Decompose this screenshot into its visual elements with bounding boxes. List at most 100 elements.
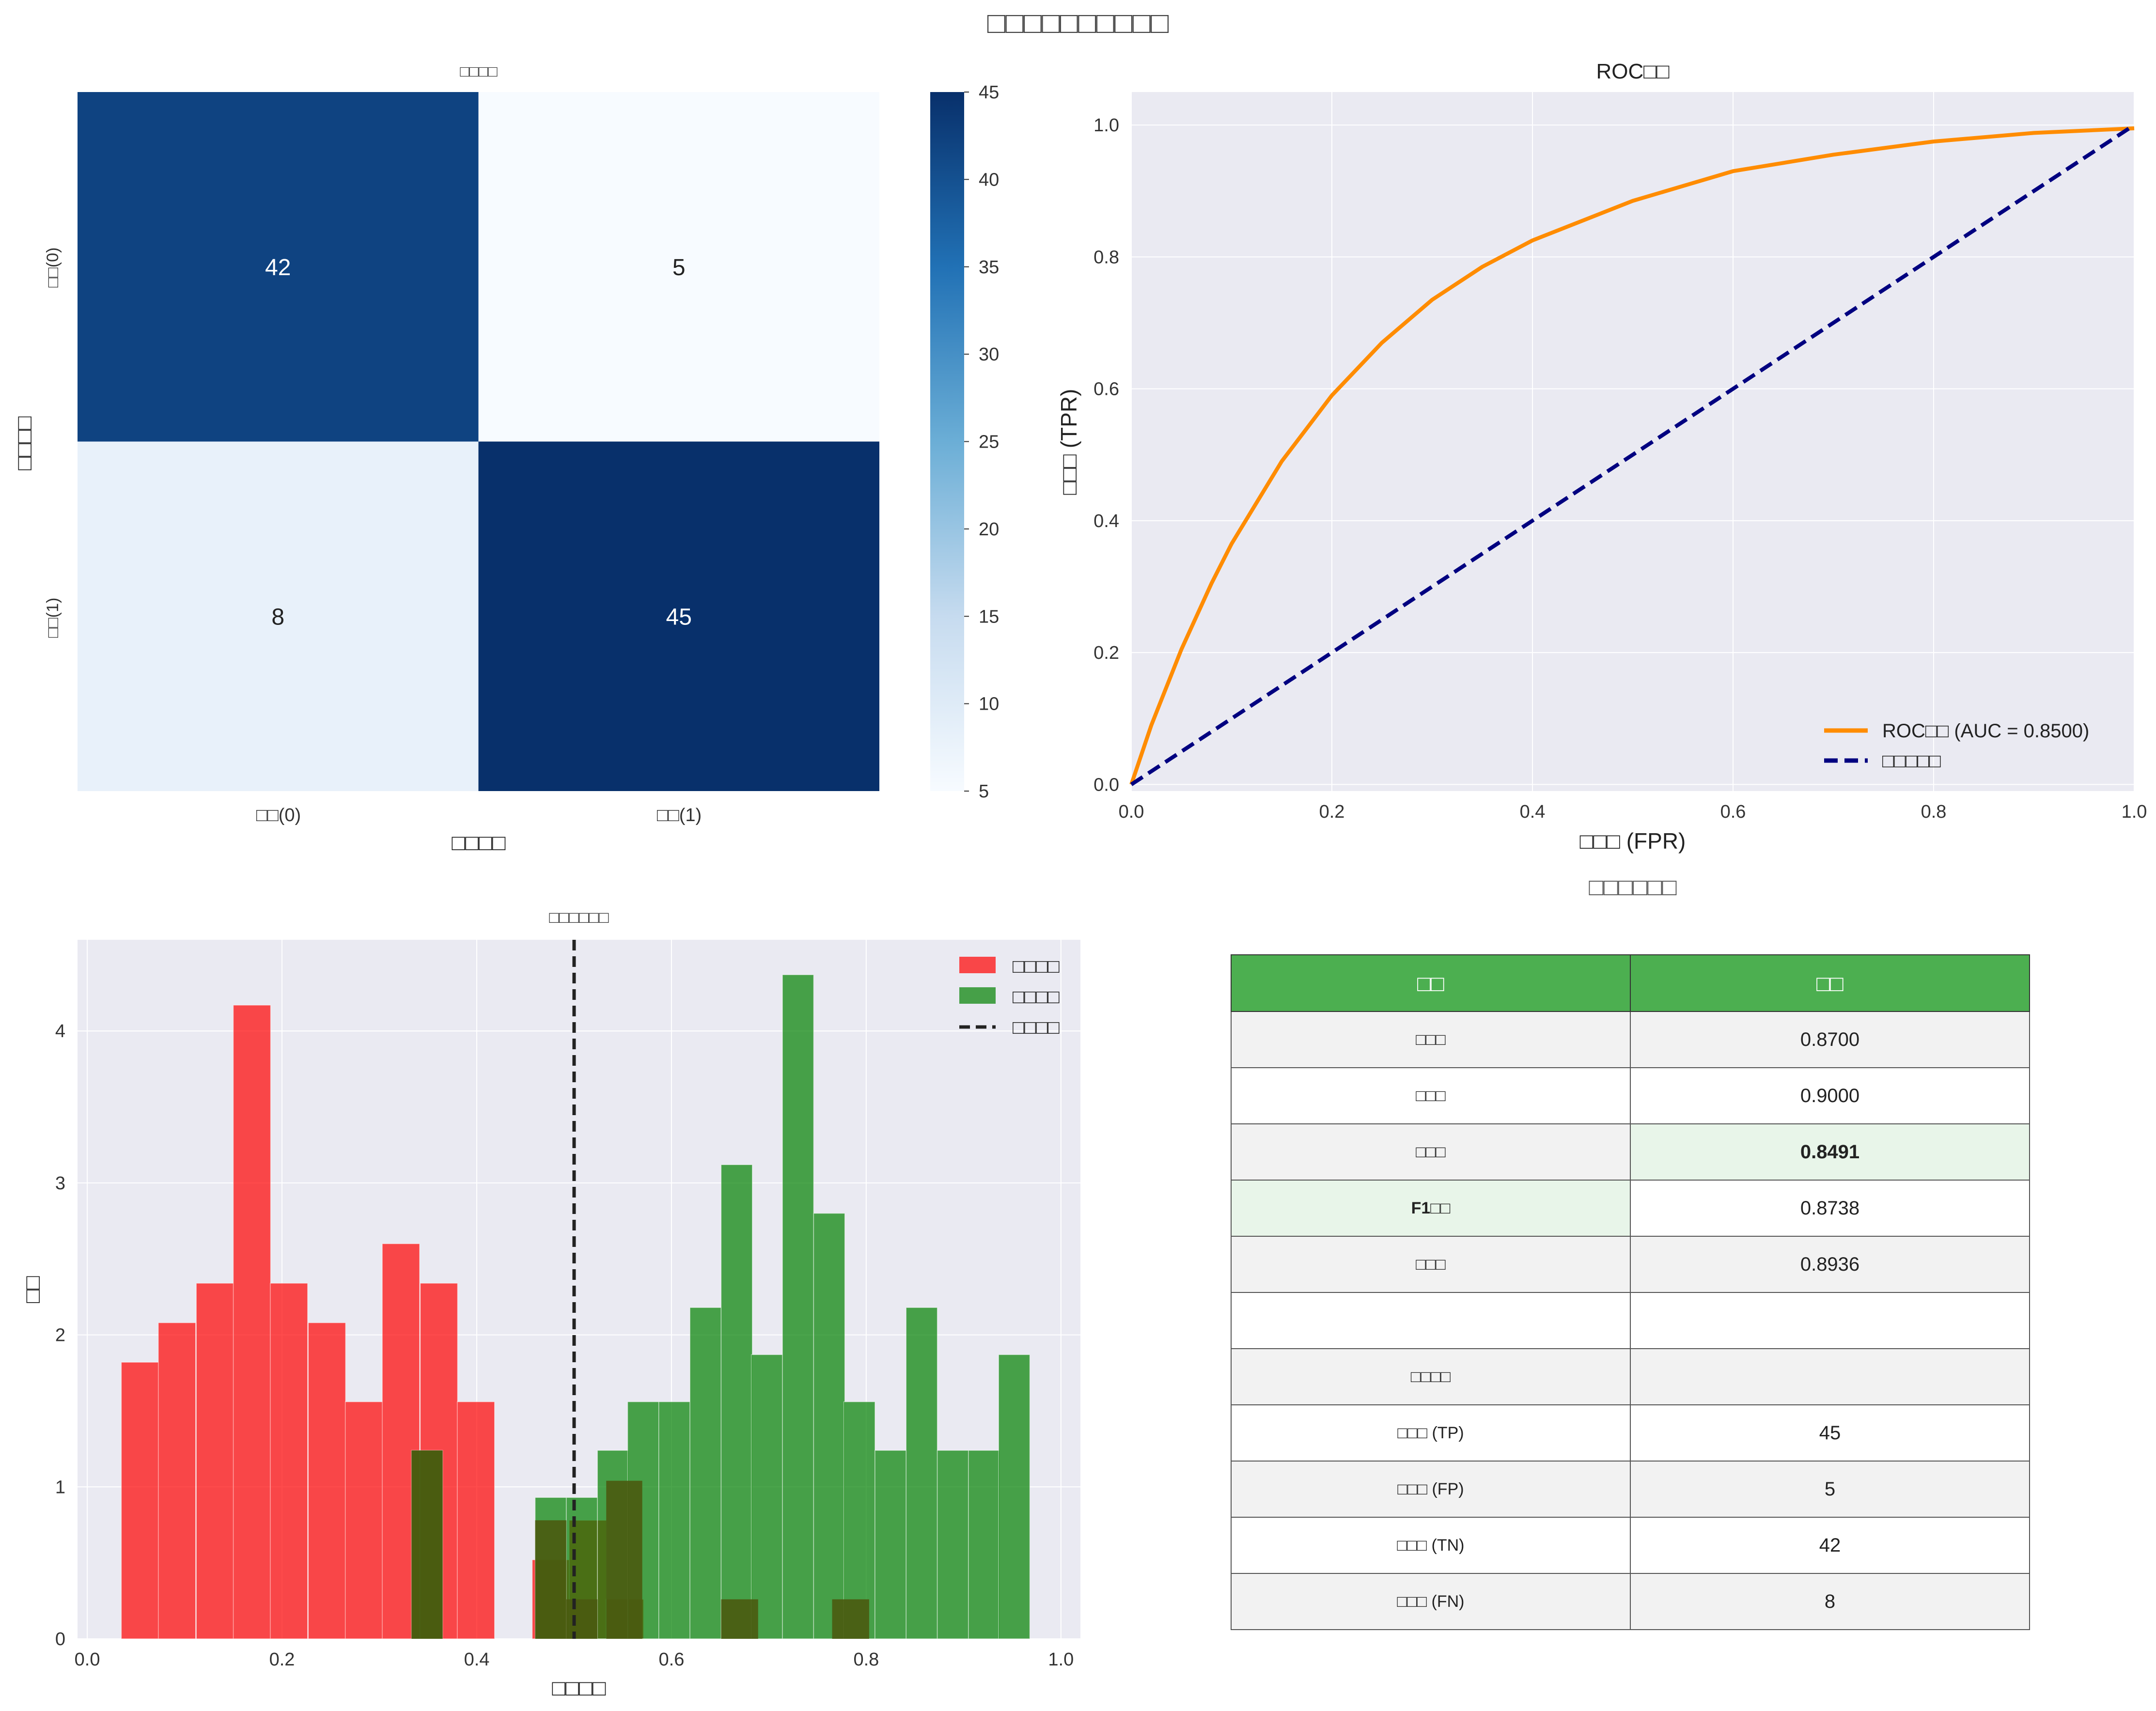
table-row: □□□ 0.8936 bbox=[1231, 1236, 2030, 1293]
cm-cell-value: 8 bbox=[271, 604, 284, 630]
negative-bar bbox=[308, 1322, 346, 1639]
roc-xtick-label: 0.0 bbox=[1119, 802, 1144, 822]
table-cell-metric: □□□□ bbox=[1231, 1348, 1631, 1405]
roc-title: ROC□□ bbox=[1596, 60, 1670, 83]
table-cell-metric: □□□ (FN) bbox=[1231, 1573, 1631, 1630]
hist-legend-label: □□□□ bbox=[1013, 1017, 1060, 1038]
hist-ylabel: □□ bbox=[19, 1276, 45, 1303]
table-row bbox=[1231, 1292, 2030, 1349]
cm-cell-value: 45 bbox=[666, 604, 692, 630]
table-cell-value: 8 bbox=[1630, 1573, 2030, 1630]
positive-bar bbox=[937, 1450, 969, 1639]
table-row: F1□□ 0.8738 bbox=[1231, 1180, 2030, 1237]
table-row: □□□ 0.8700 bbox=[1231, 1011, 2030, 1068]
cm-ytick-label: □□(0) bbox=[44, 248, 62, 288]
table-row: □□□□ bbox=[1231, 1348, 2030, 1405]
histogram-panel: 0.0 0.2 0.4 0.6 0.8 1.0 0 1 2 3 4 □□□□□□ □□□□ □□ □… bbox=[19, 908, 1080, 1700]
roc-ytick-label: 0.4 bbox=[1094, 511, 1119, 531]
table-cell-value: 0.8491 bbox=[1630, 1123, 2030, 1181]
table-row: □□□ (FN) 8 bbox=[1231, 1573, 2030, 1630]
hist-xtick-label: 0.4 bbox=[464, 1649, 490, 1670]
positive-bar bbox=[750, 1354, 783, 1639]
overlap-bar bbox=[721, 1599, 758, 1639]
table-row: □□□ 0.9000 bbox=[1231, 1067, 2030, 1124]
negative-bar bbox=[196, 1283, 234, 1639]
table-cell-metric: □□□ (TN) bbox=[1231, 1517, 1631, 1574]
table-cell-value: 0.8738 bbox=[1630, 1180, 2030, 1237]
cm-cell bbox=[78, 441, 479, 791]
cm-cell bbox=[478, 92, 879, 442]
table-row: □□□ (FP) 5 bbox=[1231, 1461, 2030, 1518]
cm-colorbar-tick-label: 20 bbox=[979, 519, 999, 540]
cm-xtick-label: □□(0) bbox=[256, 805, 301, 825]
positive-bar bbox=[658, 1401, 690, 1639]
table-cell-value: 0.8700 bbox=[1630, 1011, 2030, 1068]
cm-colorbar-tick-label: 35 bbox=[979, 257, 999, 278]
hist-legend-swatch bbox=[959, 987, 996, 1004]
hist-legend: □□□□ □□□□ □□□□ bbox=[959, 956, 1060, 1038]
overlap-bar bbox=[566, 1599, 598, 1639]
cm-colorbar bbox=[930, 92, 964, 791]
roc-panel: 0.0 0.2 0.4 0.6 0.8 1.0 0.0 0.2 0.4 0.6 0.8 1.0 ROC… bbox=[1056, 60, 2147, 854]
table-row: □□□ (TP) 45 bbox=[1231, 1404, 2030, 1462]
cm-title: □□□□ bbox=[460, 62, 498, 80]
hist-xtick-label: 0.6 bbox=[659, 1649, 685, 1670]
table-header-row: □□ □□ bbox=[1231, 954, 2030, 1012]
confusion-matrix-panel: □□□□ 42 5 8 45 □□(0) □□(1) □□(0) □□(1) □□□□… bbox=[11, 62, 999, 855]
cm-colorbar-tick-label: 10 bbox=[979, 694, 999, 715]
positive-bar bbox=[782, 974, 814, 1639]
hist-xtick-label: 1.0 bbox=[1048, 1649, 1074, 1670]
hist-title: □□□□□□ bbox=[549, 908, 609, 927]
table-cell-metric: □□□ bbox=[1231, 1011, 1631, 1068]
cm-ytick-label: □□(1) bbox=[44, 598, 62, 638]
roc-xlabel: □□□ (FPR) bbox=[1580, 828, 1686, 854]
table-cell-value: 45 bbox=[1630, 1404, 2030, 1462]
table-title: □□□□□□ bbox=[1589, 873, 1677, 901]
hist-ytick-label: 2 bbox=[55, 1325, 65, 1346]
negative-bar bbox=[344, 1401, 383, 1639]
roc-xtick-label: 0.4 bbox=[1520, 802, 1546, 822]
table-row: □□□ (TN) 42 bbox=[1231, 1517, 2030, 1574]
negative-bar bbox=[121, 1362, 159, 1639]
cm-xtick-label: □□(1) bbox=[657, 805, 702, 825]
negative-bar bbox=[457, 1401, 495, 1639]
roc-ytick-label: 0.2 bbox=[1094, 643, 1119, 663]
positive-bar bbox=[689, 1307, 722, 1639]
table-cell-metric: □□□ bbox=[1231, 1236, 1631, 1293]
roc-ytick-label: 1.0 bbox=[1094, 115, 1119, 136]
table-cell-metric: F1□□ bbox=[1231, 1180, 1631, 1237]
roc-axes-bg bbox=[1131, 92, 2134, 791]
roc-legend-label: □□□□□ bbox=[1882, 750, 1941, 772]
table-cell-metric: □□□ (FP) bbox=[1231, 1461, 1631, 1518]
cm-colorbar-tick-label: 15 bbox=[979, 607, 999, 627]
roc-ylabel: □□□ (TPR) bbox=[1056, 389, 1081, 495]
negative-bar bbox=[158, 1322, 196, 1639]
positive-bar bbox=[720, 1164, 753, 1639]
overlap-bar bbox=[411, 1450, 443, 1639]
cm-cell-value: 42 bbox=[265, 255, 291, 280]
positive-bar bbox=[813, 1213, 845, 1639]
table-cell-value: 0.8936 bbox=[1630, 1236, 2030, 1293]
table-cell-metric: □□□ (TP) bbox=[1231, 1404, 1631, 1462]
hist-xtick-label: 0.0 bbox=[75, 1649, 100, 1670]
table-cell-value: 5 bbox=[1630, 1461, 2030, 1518]
metrics-table: □□ □□ □□□ 0.8700 □□□ 0.9000 □□□ 0.8491 F1□□ 0.8… bbox=[1231, 954, 2030, 1630]
positive-bar bbox=[906, 1307, 938, 1639]
overlap-bar bbox=[535, 1520, 566, 1639]
table-cell-value: 42 bbox=[1630, 1517, 2030, 1574]
roc-ytick-label: 0.6 bbox=[1094, 379, 1119, 400]
roc-legend: ROC□□ (AUC = 0.8500) □□□□□ bbox=[1824, 720, 2089, 772]
roc-legend-label: ROC□□ (AUC = 0.8500) bbox=[1882, 720, 2089, 742]
hist-ytick-label: 3 bbox=[55, 1173, 65, 1194]
random-guess-line bbox=[1130, 123, 2136, 786]
cm-colorbar-tick-label: 25 bbox=[979, 432, 999, 452]
negative-bar bbox=[233, 1005, 271, 1639]
table-row: □□□ 0.8491 bbox=[1231, 1123, 2030, 1181]
positive-bar bbox=[968, 1450, 1000, 1639]
overlap-bar bbox=[832, 1599, 869, 1639]
roc-xtick-label: 0.6 bbox=[1720, 802, 1746, 822]
hist-xlabel: □□□□ bbox=[552, 1675, 606, 1700]
cm-colorbar-tick-label: 40 bbox=[979, 170, 999, 190]
figure-suptitle: □□□□□□□□□□ bbox=[987, 6, 1169, 40]
cm-cell bbox=[478, 441, 879, 791]
